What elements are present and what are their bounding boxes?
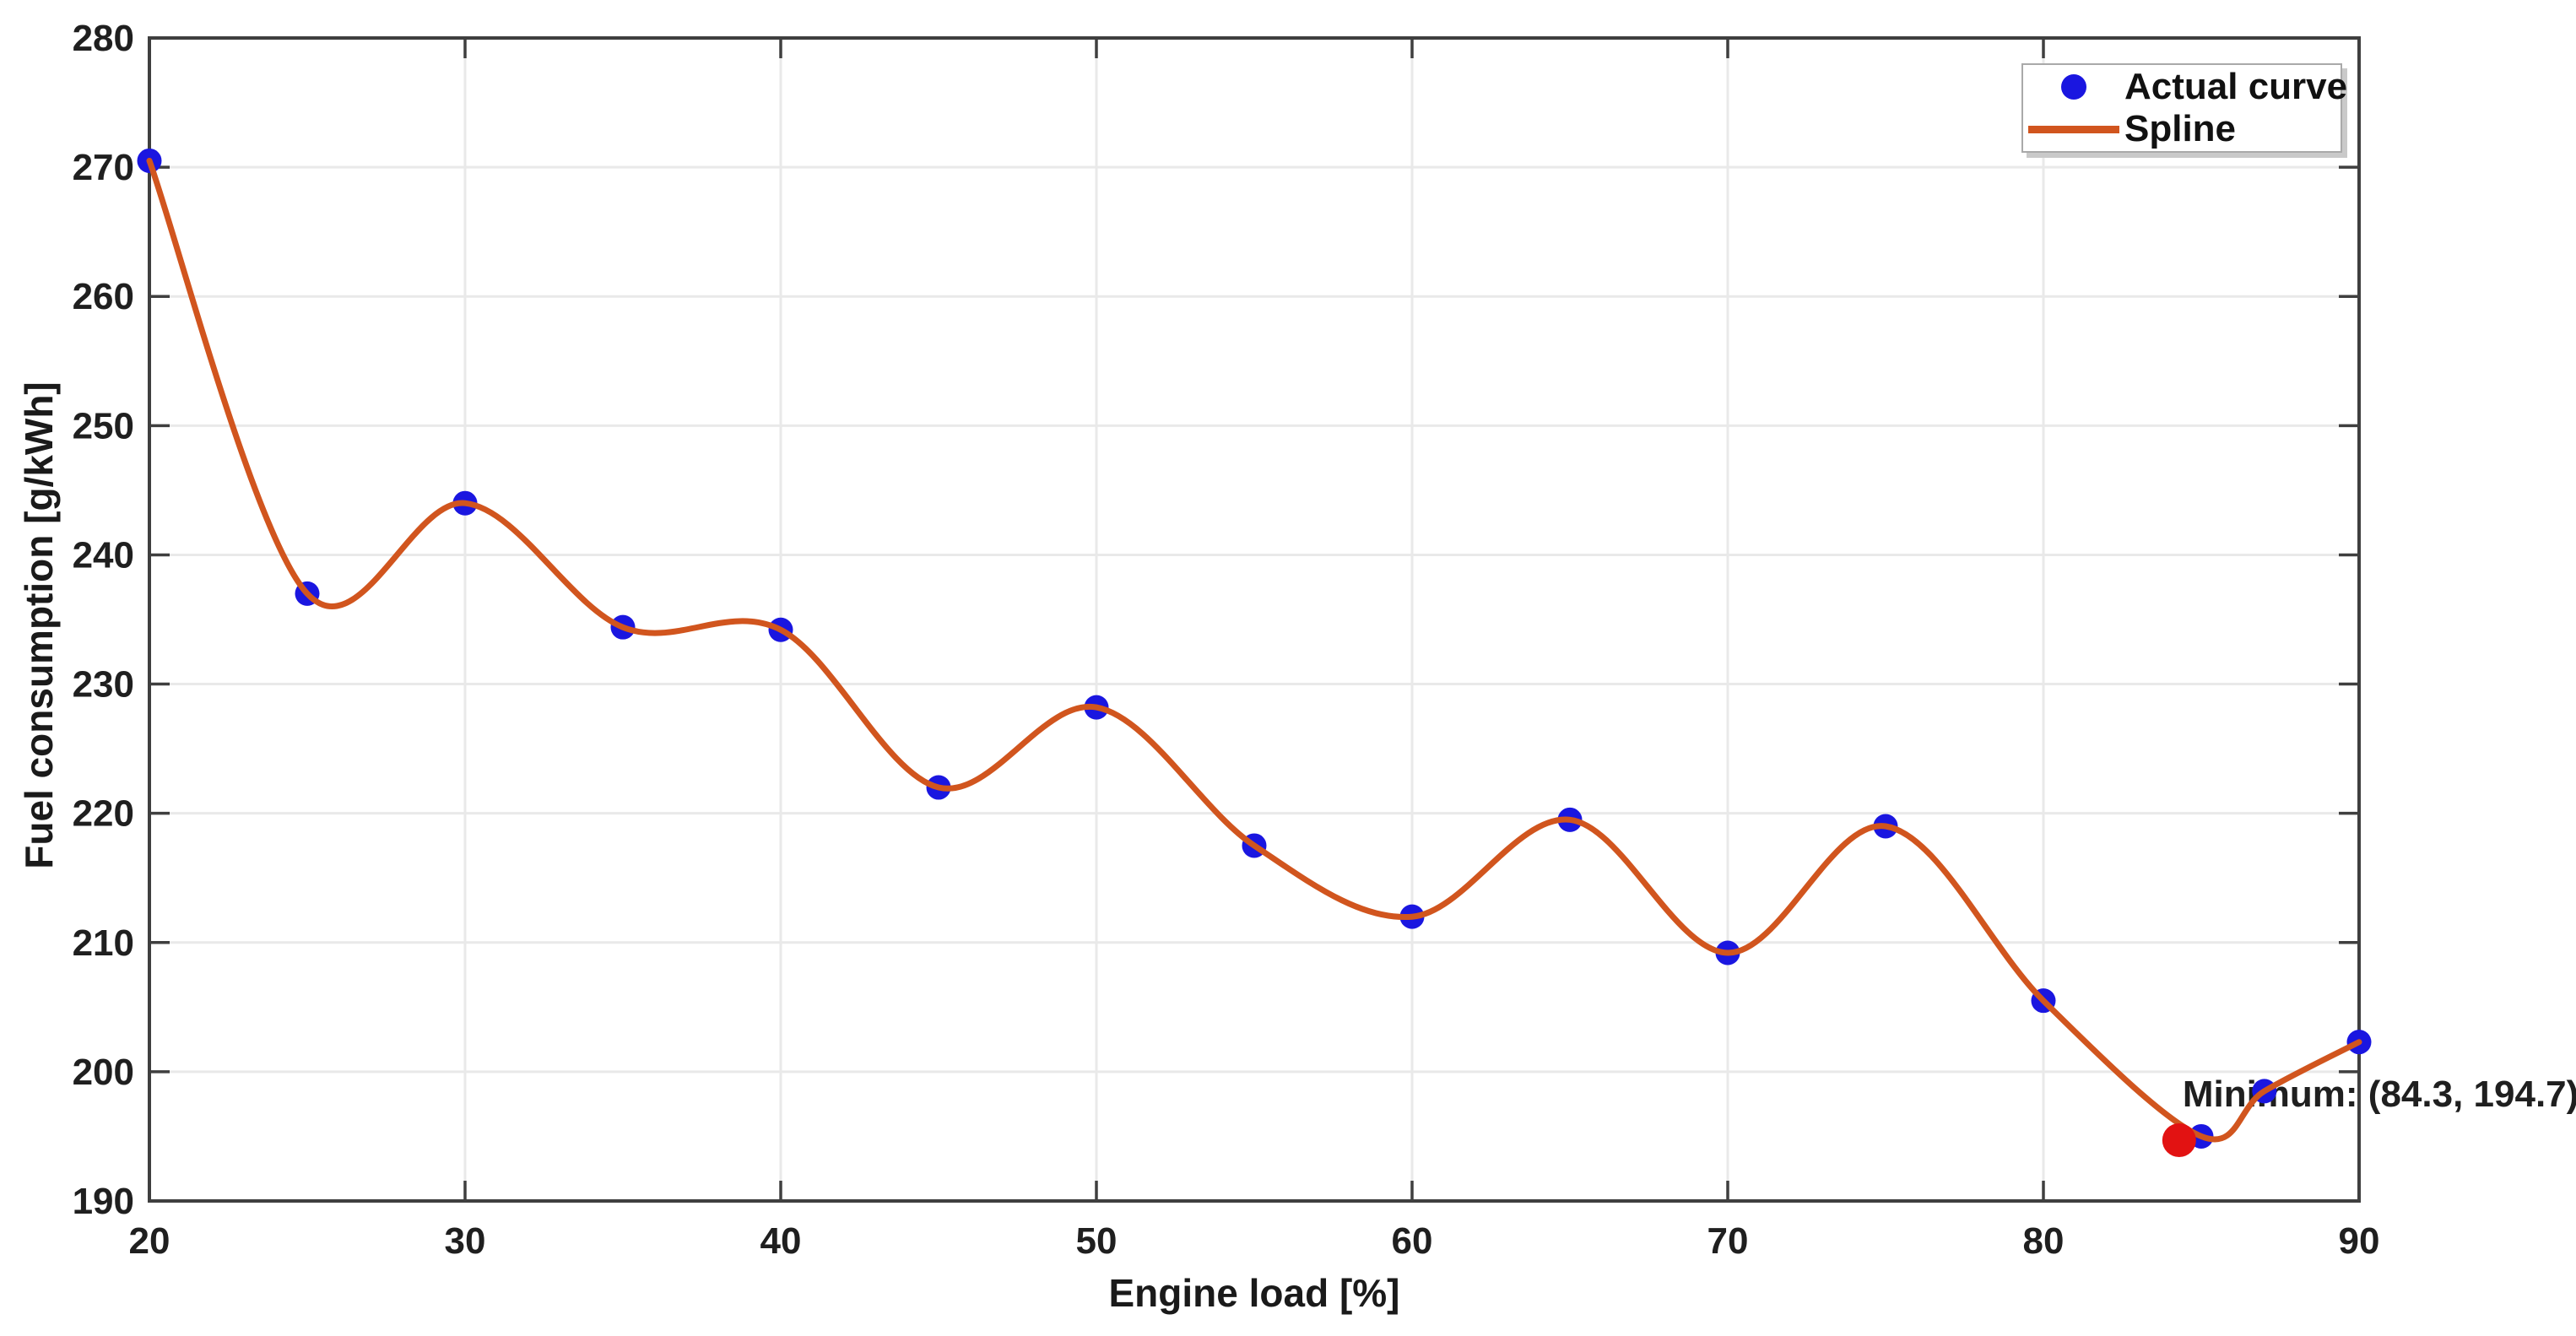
legend-swatch-actual	[2023, 74, 2124, 100]
x-tick-label: 20	[129, 1220, 170, 1262]
y-tick-label: 210	[73, 922, 134, 964]
minimum-point-marker	[2162, 1123, 2196, 1158]
y-tick-label: 240	[73, 534, 134, 576]
legend-item-actual-curve: Actual curve	[2023, 67, 2347, 107]
y-tick-label: 230	[73, 664, 134, 706]
legend: Actual curve Spline	[2021, 63, 2347, 153]
actual-curve-marker-icon	[2061, 74, 2086, 100]
x-tick-label: 30	[445, 1220, 486, 1262]
x-tick-label: 80	[2023, 1220, 2065, 1262]
y-tick-label: 200	[73, 1052, 134, 1093]
legend-item-spline: Spline	[2023, 109, 2341, 149]
y-tick-label: 280	[73, 18, 134, 59]
y-tick-label: 220	[73, 793, 134, 835]
legend-label-actual-curve: Actual curve	[2124, 66, 2348, 107]
legend-swatch-spline	[2023, 125, 2124, 133]
y-tick-label: 260	[73, 276, 134, 317]
spline-curve	[146, 157, 2362, 1143]
y-tick-label: 270	[73, 147, 134, 188]
x-tick-label: 60	[1392, 1220, 1433, 1262]
x-tick-label: 40	[760, 1220, 802, 1262]
x-tick-label: 70	[1707, 1220, 1749, 1262]
x-axis-title: Engine load [%]	[1108, 1271, 1400, 1315]
legend-label-spline: Spline	[2124, 108, 2237, 149]
minimum-annotation: Minimum: (84.3, 194.7)	[2183, 1074, 2576, 1115]
y-tick-label: 190	[73, 1181, 134, 1222]
x-tick-label: 90	[2339, 1220, 2380, 1262]
y-axis-title: Fuel consumption [g/kWh]	[17, 381, 61, 869]
plot-frame	[148, 36, 2361, 1203]
spline-line-icon	[2028, 125, 2119, 133]
y-tick-label: 250	[73, 405, 134, 446]
x-tick-label: 50	[1076, 1220, 1118, 1262]
